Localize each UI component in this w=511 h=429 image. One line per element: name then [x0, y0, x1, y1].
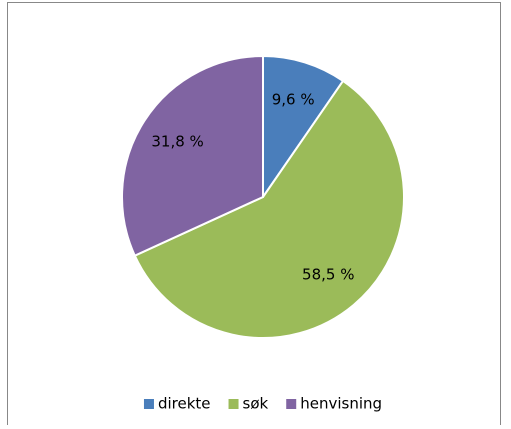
- data-label: 58,5 %: [302, 265, 354, 283]
- legend-swatch: [286, 399, 297, 409]
- legend-swatch: [228, 399, 239, 409]
- legend-label: henvisning: [300, 395, 382, 413]
- pie-slice: [133, 79, 405, 339]
- legend-label: søk: [243, 395, 269, 413]
- pie-slice: [121, 54, 264, 258]
- data-label: 9,6 %: [272, 91, 315, 109]
- pie-slice: [262, 54, 345, 201]
- legend-swatch: [143, 399, 154, 409]
- legend-label: direkte: [158, 395, 211, 413]
- data-label: 31,8 %: [151, 133, 203, 151]
